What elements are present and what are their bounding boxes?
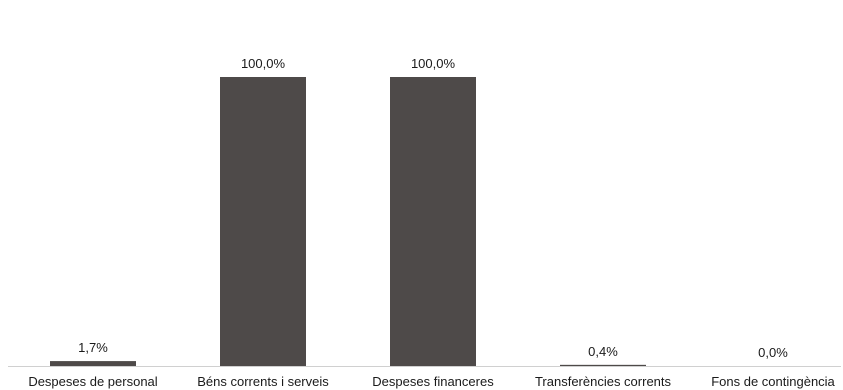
category-label-0: Despeses de personal bbox=[28, 374, 157, 389]
category-label-2: Despeses financeres bbox=[372, 374, 494, 389]
data-label-3: 0,4% bbox=[588, 344, 618, 359]
bar-2 bbox=[390, 77, 476, 366]
category-label-4: Fons de contingència bbox=[711, 374, 835, 389]
bar-0 bbox=[50, 361, 136, 366]
category-label-1: Béns corrents i serveis bbox=[197, 374, 329, 389]
bar-3 bbox=[560, 364, 646, 366]
bar-1 bbox=[220, 77, 306, 366]
data-labels-group: 1,7% 100,0% 100,0% 0,4% 0,0% bbox=[78, 56, 788, 360]
data-label-4: 0,0% bbox=[758, 345, 788, 360]
category-label-3: Transferències corrents bbox=[535, 374, 672, 389]
category-labels-group: Despeses de personal Béns corrents i serv… bbox=[28, 374, 835, 389]
data-label-0: 1,7% bbox=[78, 340, 108, 355]
data-label-2: 100,0% bbox=[411, 56, 456, 71]
data-label-1: 100,0% bbox=[241, 56, 286, 71]
bars-group bbox=[50, 77, 646, 366]
